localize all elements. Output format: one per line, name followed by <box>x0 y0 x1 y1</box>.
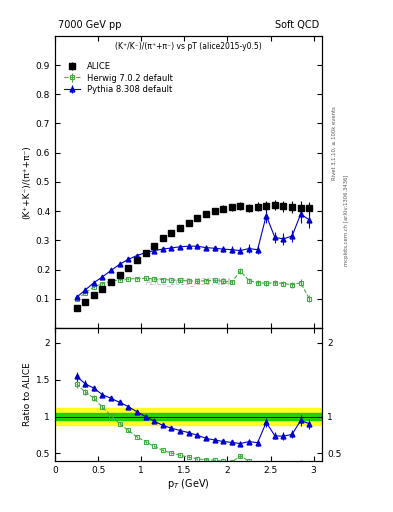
X-axis label: p$_T$ (GeV): p$_T$ (GeV) <box>167 477 210 492</box>
Text: Rivet 3.1.10, ≥ 100k events: Rivet 3.1.10, ≥ 100k events <box>332 106 337 180</box>
Text: mcplots.cern.ch [arXiv:1306.3436]: mcplots.cern.ch [arXiv:1306.3436] <box>344 175 349 266</box>
Text: ALICE_2015_I1357424: ALICE_2015_I1357424 <box>146 277 231 286</box>
Text: Soft QCD: Soft QCD <box>275 20 320 30</box>
Legend: ALICE, Herwig 7.0.2 default, Pythia 8.308 default: ALICE, Herwig 7.0.2 default, Pythia 8.30… <box>62 60 174 96</box>
Y-axis label: (K⁺+K⁻)/(π⁺+π⁻): (K⁺+K⁻)/(π⁺+π⁻) <box>23 145 31 219</box>
Y-axis label: Ratio to ALICE: Ratio to ALICE <box>23 362 31 426</box>
Text: (K⁺/K⁻)/(π⁺+π⁻) vs pT (alice2015-y0.5): (K⁺/K⁻)/(π⁺+π⁻) vs pT (alice2015-y0.5) <box>115 41 262 51</box>
Text: 7000 GeV pp: 7000 GeV pp <box>58 20 121 30</box>
